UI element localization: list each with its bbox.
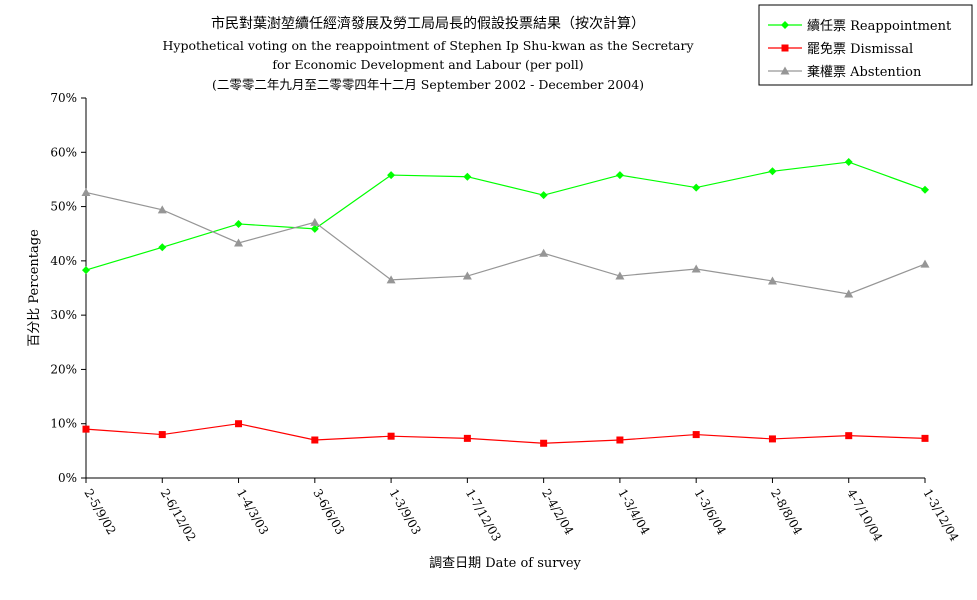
legend-item: 棄權票 Abstention [768, 65, 922, 80]
legend-label: 續任票 Reappointment [807, 19, 952, 34]
data-point [767, 276, 777, 285]
data-point [158, 431, 166, 439]
series-1 [82, 158, 929, 275]
x-tick-label: 1-3/9/03 [386, 487, 423, 538]
data-point [82, 266, 90, 275]
x-tick-label: 2-8/8/04 [768, 487, 805, 538]
data-point [692, 183, 701, 192]
data-point [540, 439, 548, 447]
legend-marker [781, 44, 789, 52]
series-line [85, 423, 926, 444]
x-tick-label: 1-7/12/03 [463, 487, 504, 544]
y-tick-label: 50% [50, 200, 77, 214]
y-tick-label: 10% [50, 417, 77, 431]
data-point [539, 191, 548, 200]
data-point [310, 217, 320, 226]
data-point [768, 167, 777, 176]
data-point [81, 187, 91, 196]
data-point [921, 185, 929, 194]
chart-subtitle-line-2: for Economic Development and Labour (per… [272, 57, 583, 72]
data-point [615, 171, 624, 180]
data-point [539, 248, 549, 257]
x-tick-label: 1-4/3/03 [234, 487, 271, 538]
legend-label: 棄權票 Abstention [807, 65, 922, 80]
y-tick-label: 30% [50, 308, 77, 322]
chart-title: 市民對葉澍堃續任經濟發展及勞工局局長的假設投票結果（按次計算） [211, 15, 645, 32]
data-point [691, 264, 701, 273]
legend-item: 罷免票 Dismissal [768, 42, 913, 57]
series-2 [82, 420, 929, 447]
y-tick-label: 0% [58, 471, 77, 485]
x-tick-label: 2-6/12/02 [158, 487, 199, 544]
x-tick-label: 4-7/10/04 [844, 487, 885, 545]
data-point [158, 243, 167, 252]
data-point [844, 289, 854, 298]
data-point [692, 431, 700, 439]
chart-subtitle-line-1: Hypothetical voting on the reappointment… [162, 38, 694, 53]
y-tick-label: 40% [50, 254, 77, 268]
data-point [615, 271, 625, 280]
data-point [235, 420, 243, 428]
x-tick-label: 1-3/4/04 [615, 487, 652, 538]
legend-label: 罷免票 Dismissal [807, 42, 913, 57]
data-point [463, 434, 471, 442]
data-point [921, 434, 929, 442]
data-point [311, 436, 319, 444]
data-point [616, 436, 624, 444]
legend-frame [758, 4, 973, 86]
legend-marker [780, 66, 790, 75]
series-3 [81, 187, 930, 298]
y-axis-label: 百分比 Percentage [27, 229, 42, 347]
x-axis-label: 調查日期 Date of survey [429, 556, 581, 571]
data-point [234, 238, 244, 247]
legend: 續任票 Reappointment 罷免票 Dismissal 棄權票 Absten… [758, 4, 973, 86]
legend-marker [781, 21, 789, 29]
y-tick-label: 60% [50, 145, 77, 159]
plot-area: 0% 10% 20% 30% 40% 50% 60% 70% 2-5/9/02 2-6/12/02… [50, 91, 961, 544]
data-point [387, 171, 396, 180]
data-point [82, 425, 90, 433]
data-point [845, 432, 853, 440]
data-point [462, 271, 472, 280]
data-point [768, 435, 776, 443]
data-point [920, 259, 930, 268]
chart-subtitle-line-3: (二零零二年九月至二零零四年十二月 September 2002 - Decem… [212, 77, 644, 92]
data-point [157, 205, 167, 214]
data-point [234, 219, 243, 228]
data-point [310, 224, 319, 233]
x-tick-label: 2-5/9/02 [81, 487, 118, 538]
x-tick-label: 1-3/6/04 [692, 487, 729, 538]
legend-item: 續任票 Reappointment [768, 19, 952, 34]
y-tick-label: 70% [50, 91, 77, 105]
y-tick-label: 20% [50, 362, 77, 376]
x-tick-label: 2-4/2/04 [539, 487, 576, 538]
data-point [387, 432, 395, 440]
series-line [85, 191, 926, 295]
data-point [844, 158, 853, 167]
x-tick-label: 3-6/6/03 [310, 487, 347, 538]
x-tick-label: 1-3/12/04 [920, 487, 961, 545]
data-point [463, 172, 472, 181]
data-point [386, 275, 396, 284]
series-line [85, 161, 926, 271]
